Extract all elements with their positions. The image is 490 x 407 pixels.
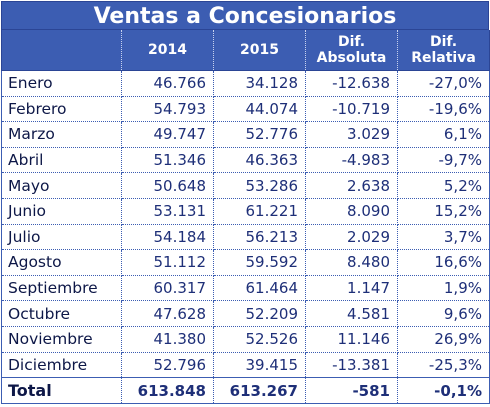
dif-absoluta-cell: 2.029 <box>305 224 398 251</box>
dif-relativa-cell: 26,9% <box>397 326 490 353</box>
dif-relativa-cell: -19,6% <box>397 96 490 123</box>
value-2015-cell: 52.776 <box>213 121 306 148</box>
table-body: Enero 46.766 34.128 -12.638 -27,0% Febre… <box>1 70 490 379</box>
dif-relativa-cell: -9,7% <box>397 147 490 174</box>
value-2015-cell: 44.074 <box>213 96 306 123</box>
table-footer: Total 613.848 613.267 -581 -0,1% <box>1 377 490 405</box>
header-dif-absoluta: Dif. Absoluta <box>305 30 398 71</box>
value-2014-cell: 46.766 <box>121 70 214 97</box>
table-row: Junio 53.131 61.221 8.090 15,2% <box>1 198 490 225</box>
sales-table: 2014 2015 Dif. Absoluta Dif. Relativa En… <box>1 30 490 405</box>
value-2014-cell: 50.648 <box>121 172 214 199</box>
dif-relativa-cell: 5,2% <box>397 172 490 199</box>
header-dif-relativa-line2: Relativa <box>411 50 476 66</box>
table-row: Julio 54.184 56.213 2.029 3,7% <box>1 224 490 251</box>
value-2015-cell: 61.221 <box>213 198 306 225</box>
month-cell: Junio <box>1 198 122 225</box>
table-row: Marzo 49.747 52.776 3.029 6,1% <box>1 121 490 148</box>
total-2014: 613.848 <box>121 377 214 405</box>
total-2015: 613.267 <box>213 377 306 405</box>
value-2015-cell: 52.526 <box>213 326 306 353</box>
table-row: Noviembre 41.380 52.526 11.146 26,9% <box>1 326 490 353</box>
header-dif-absoluta-line1: Dif. <box>337 34 366 50</box>
dif-absoluta-cell: 8.090 <box>305 198 398 225</box>
value-2015-cell: 52.209 <box>213 300 306 327</box>
dif-relativa-cell: 16,6% <box>397 249 490 276</box>
value-2014-cell: 54.793 <box>121 96 214 123</box>
header-dif-relativa-line1: Dif. <box>429 34 458 50</box>
table-row: Octubre 47.628 52.209 4.581 9,6% <box>1 300 490 327</box>
value-2014-cell: 51.112 <box>121 249 214 276</box>
value-2015-cell: 39.415 <box>213 352 306 379</box>
header-dif-absoluta-line2: Absoluta <box>316 50 387 66</box>
table-row: Agosto 51.112 59.592 8.480 16,6% <box>1 249 490 276</box>
table-row: Febrero 54.793 44.074 -10.719 -19,6% <box>1 96 490 123</box>
dif-absoluta-cell: -10.719 <box>305 96 398 123</box>
dif-relativa-cell: 3,7% <box>397 224 490 251</box>
dif-relativa-cell: 1,9% <box>397 275 490 302</box>
value-2015-cell: 56.213 <box>213 224 306 251</box>
table-row: Enero 46.766 34.128 -12.638 -27,0% <box>1 70 490 97</box>
total-dif-absoluta: -581 <box>305 377 398 405</box>
table-row: Mayo 50.648 53.286 2.638 5,2% <box>1 172 490 199</box>
header-dif-relativa: Dif. Relativa <box>397 30 490 71</box>
dif-relativa-cell: 15,2% <box>397 198 490 225</box>
month-cell: Septiembre <box>1 275 122 302</box>
month-cell: Octubre <box>1 300 122 327</box>
value-2015-cell: 59.592 <box>213 249 306 276</box>
value-2015-cell: 34.128 <box>213 70 306 97</box>
dif-absoluta-cell: 3.029 <box>305 121 398 148</box>
value-2014-cell: 52.796 <box>121 352 214 379</box>
value-2014-cell: 49.747 <box>121 121 214 148</box>
dif-absoluta-cell: 8.480 <box>305 249 398 276</box>
header-2014: 2014 <box>121 30 214 71</box>
dif-absoluta-cell: 4.581 <box>305 300 398 327</box>
header-month <box>1 30 122 71</box>
table-row: Abril 51.346 46.363 -4.983 -9,7% <box>1 147 490 174</box>
dif-relativa-cell: -25,3% <box>397 352 490 379</box>
header-2015: 2015 <box>213 30 306 71</box>
dif-relativa-cell: -27,0% <box>397 70 490 97</box>
value-2014-cell: 60.317 <box>121 275 214 302</box>
header-row: 2014 2015 Dif. Absoluta Dif. Relativa <box>1 30 490 71</box>
value-2015-cell: 61.464 <box>213 275 306 302</box>
dif-relativa-cell: 9,6% <box>397 300 490 327</box>
value-2015-cell: 46.363 <box>213 147 306 174</box>
month-cell: Diciembre <box>1 352 122 379</box>
total-row: Total 613.848 613.267 -581 -0,1% <box>1 377 490 405</box>
value-2014-cell: 53.131 <box>121 198 214 225</box>
dif-absoluta-cell: -13.381 <box>305 352 398 379</box>
table-title: Ventas a Concesionarios <box>1 1 489 30</box>
table-header: 2014 2015 Dif. Absoluta Dif. Relativa <box>1 30 490 71</box>
month-cell: Enero <box>1 70 122 97</box>
value-2014-cell: 47.628 <box>121 300 214 327</box>
month-cell: Marzo <box>1 121 122 148</box>
dif-absoluta-cell: 1.147 <box>305 275 398 302</box>
dif-absoluta-cell: 11.146 <box>305 326 398 353</box>
dif-absoluta-cell: -4.983 <box>305 147 398 174</box>
value-2014-cell: 41.380 <box>121 326 214 353</box>
month-cell: Mayo <box>1 172 122 199</box>
month-cell: Agosto <box>1 249 122 276</box>
dif-absoluta-cell: -12.638 <box>305 70 398 97</box>
month-cell: Febrero <box>1 96 122 123</box>
dif-absoluta-cell: 2.638 <box>305 172 398 199</box>
value-2015-cell: 53.286 <box>213 172 306 199</box>
total-dif-relativa: -0,1% <box>397 377 490 405</box>
table-row: Septiembre 60.317 61.464 1.147 1,9% <box>1 275 490 302</box>
value-2014-cell: 51.346 <box>121 147 214 174</box>
month-cell: Abril <box>1 147 122 174</box>
dif-relativa-cell: 6,1% <box>397 121 490 148</box>
total-label: Total <box>1 377 122 405</box>
value-2014-cell: 54.184 <box>121 224 214 251</box>
month-cell: Noviembre <box>1 326 122 353</box>
month-cell: Julio <box>1 224 122 251</box>
table-row: Diciembre 52.796 39.415 -13.381 -25,3% <box>1 352 490 379</box>
